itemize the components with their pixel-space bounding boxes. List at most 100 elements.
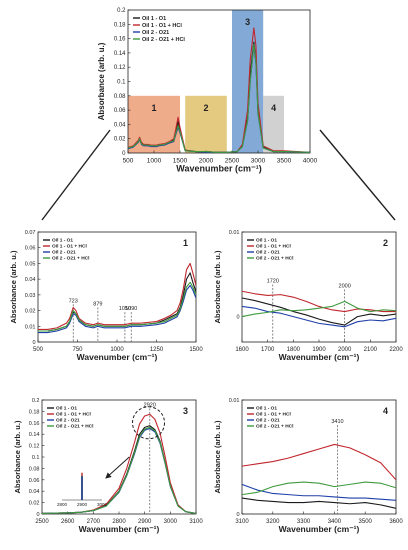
x-tick-label: 2000 (199, 158, 214, 165)
connector-right (319, 129, 396, 221)
series-line-o21_hcl (128, 43, 310, 153)
x-axis-label: Wavenumber (cm⁻¹) (279, 352, 360, 362)
inset-tick-label: 2800 (57, 502, 68, 507)
y-tick-label: 0.05 (25, 261, 36, 267)
x-tick-label: 4000 (303, 158, 318, 165)
y-tick-label: 0 (236, 512, 239, 518)
series-line-o1 (242, 497, 396, 509)
x-tick-label: 1600 (235, 347, 249, 353)
y-tick-label: 0.16 (114, 37, 126, 43)
x-tick-label: 2000 (338, 347, 352, 353)
chart-p1: 500 750 1000 1250 1500 0 0.01 0.02 0.03 0.04 0.05 0… (9, 230, 203, 362)
series-line-o1_hcl (128, 27, 310, 153)
x-axis-label: Wavenumber (cm⁻¹) (79, 524, 160, 534)
series-line-o1_hcl (242, 290, 396, 313)
chart-p4: 3100 3200 3300 3400 3500 3600 0 0.01 Wavenumber … (213, 398, 403, 534)
y-tick-label: 0 (122, 151, 126, 157)
y-axis-label: Absorbance (arb. u.) (213, 250, 222, 323)
series-line-o21_hcl (38, 281, 196, 332)
x-tick-label: 2200 (389, 347, 403, 353)
y-tick-label: 0.08 (29, 466, 40, 472)
panel-number: 2 (383, 238, 388, 248)
chart-main: 1 2 3 4 500 1000 1500 2000 2500 3000 3500 4000 0 0.02… (97, 8, 318, 174)
series-group (128, 27, 310, 153)
series-line-o1_hcl (242, 443, 396, 481)
panel-number: 4 (383, 406, 388, 416)
y-tick-label: 0.2 (117, 8, 126, 14)
x-tick-label: 1000 (110, 347, 124, 353)
peak-label: 2920 (144, 403, 156, 409)
series-line-o21_hcl (42, 426, 196, 514)
y-axis-label: Absorbance (arb. u.) (9, 250, 18, 323)
legend-label: Oil 1 - O1 + HCl (56, 412, 91, 418)
region-3 (232, 10, 264, 153)
x-tick-label: 3000 (164, 519, 178, 525)
x-tick-label: 1700 (261, 347, 275, 353)
y-tick-label: 0.06 (29, 478, 40, 484)
region-label-4: 4 (271, 103, 276, 113)
panel-number: 1 (183, 238, 188, 248)
inset: 2800 2900 3000 (57, 472, 108, 507)
x-tick-label: 1250 (150, 347, 164, 353)
y-tick-label: 0.18 (114, 22, 126, 28)
y-tick-label: 0.14 (114, 51, 126, 57)
legend-label: Oil 2 - O21 + HCl (256, 256, 293, 262)
x-tick-label: 3500 (277, 158, 292, 165)
y-tick-label: 0 (32, 340, 35, 346)
region-label-3: 3 (245, 17, 250, 27)
region-2 (185, 95, 227, 153)
y-tick-label: 0.2 (32, 398, 40, 404)
legend-label: Oil 2 - O21 (256, 418, 280, 424)
x-tick-label: 500 (33, 347, 44, 353)
y-tick-label: 0.02 (29, 501, 40, 507)
y-tick-label: 0.18 (29, 409, 40, 415)
legend-label: Oil 2 - O21 + HCl (52, 256, 89, 262)
peak-label: 2000 (339, 284, 351, 290)
x-tick-label: 3600 (389, 519, 403, 525)
x-tick-label: 3100 (189, 519, 203, 525)
legend-label: Oil 1 - O1 (142, 16, 166, 22)
legend-label: Oil 2 - O21 (56, 418, 80, 424)
legend-label: Oil 1 - O1 + HCl (52, 244, 87, 250)
x-axis-label: Wavenumber (cm⁻¹) (176, 164, 261, 174)
y-tick-label: 0.1 (32, 455, 40, 461)
series-line-o21 (42, 427, 196, 514)
x-tick-label: 2700 (87, 519, 101, 525)
x-tick-label: 1500 (173, 158, 188, 165)
peak-label: 879 (93, 301, 102, 307)
legend-label: Oil 1 - O1 (256, 406, 277, 412)
x-tick-label: 2800 (112, 519, 126, 525)
x-tick-label: 1900 (312, 347, 326, 353)
y-tick-label: 0.12 (114, 65, 126, 71)
x-tick-label: 3000 (251, 158, 266, 165)
series-line-o21_hcl (242, 300, 396, 318)
zoom-ellipse (132, 406, 166, 440)
region-label-1: 1 (151, 103, 156, 113)
peak-label: 1090 (125, 306, 137, 312)
peak-label: 1720 (267, 278, 279, 284)
x-tick-label: 1800 (287, 347, 301, 353)
x-axis-label: Wavenumber (cm⁻¹) (77, 352, 158, 362)
y-tick-label: 0.04 (114, 122, 126, 128)
series-line-o21 (242, 483, 396, 501)
x-tick-label: 2900 (138, 519, 152, 525)
y-tick-label: 0.04 (25, 277, 36, 283)
plot-frame (241, 399, 397, 515)
y-tick-label: 0.01 (229, 230, 240, 236)
x-tick-label: 2500 (225, 158, 240, 165)
inset-tick-label: 2900 (77, 502, 88, 507)
x-tick-label: 1000 (147, 158, 162, 165)
legend-label: Oil 2 - O21 + HCl (56, 424, 93, 430)
series-line-o1 (242, 297, 396, 326)
panel-number: 3 (183, 406, 188, 416)
y-axis-label: Absorbance (arb. u.) (97, 42, 106, 120)
y-tick-label: 0.06 (114, 108, 126, 114)
y-tick-label: 0.12 (29, 444, 40, 450)
series-line-o21_hcl (242, 481, 396, 496)
series-group (38, 262, 196, 334)
